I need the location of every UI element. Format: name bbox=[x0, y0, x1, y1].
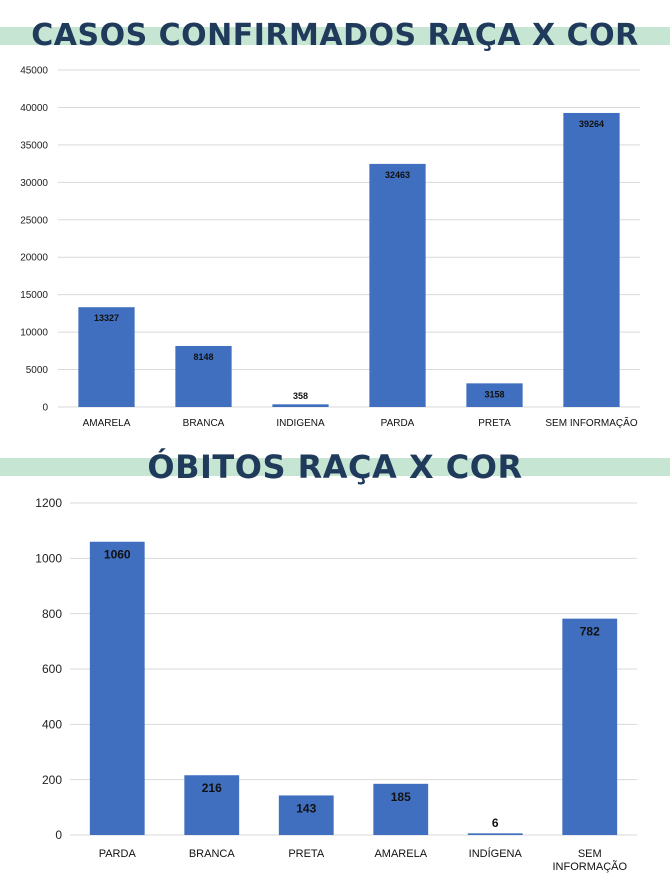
data-label: 782 bbox=[580, 625, 600, 639]
data-label: 216 bbox=[202, 781, 222, 795]
y-tick-label: 0 bbox=[42, 403, 48, 414]
data-label: 8148 bbox=[193, 352, 213, 362]
bar bbox=[175, 345, 232, 407]
bar bbox=[466, 383, 523, 407]
bar bbox=[369, 163, 426, 407]
bar bbox=[272, 404, 329, 407]
y-tick-label: 25000 bbox=[20, 215, 48, 226]
data-label: 39264 bbox=[579, 119, 604, 129]
bar bbox=[78, 307, 135, 407]
x-tick-label: PRETA bbox=[478, 418, 511, 429]
bar bbox=[278, 795, 334, 835]
chart-title-casos: CASOS CONFIRMADOS RAÇA X COR bbox=[31, 18, 639, 53]
y-tick-label: 35000 bbox=[20, 140, 48, 151]
x-tick-label: PARDA bbox=[381, 418, 415, 429]
x-tick-label: AMARELA bbox=[374, 848, 427, 860]
x-tick-label: BRANCA bbox=[189, 848, 236, 860]
data-label: 358 bbox=[293, 391, 308, 401]
x-tick-label: PARDA bbox=[99, 848, 137, 860]
bar bbox=[184, 775, 240, 835]
x-tick-label: PRETA bbox=[288, 848, 325, 860]
bar bbox=[89, 541, 145, 835]
x-tick-label: SEM INFORMAÇÃO bbox=[552, 848, 627, 873]
x-tick-label: SEM INFORMAÇÃO bbox=[545, 416, 637, 429]
x-tick-label: INDÍGENA bbox=[469, 847, 523, 860]
y-tick-label: 1200 bbox=[35, 496, 62, 510]
data-label: 143 bbox=[296, 801, 316, 815]
data-label: 1060 bbox=[104, 548, 131, 562]
x-tick-label: AMARELA bbox=[83, 418, 131, 429]
data-label: 3158 bbox=[484, 389, 504, 399]
bar bbox=[467, 833, 523, 835]
y-tick-label: 400 bbox=[42, 718, 62, 732]
x-tick-label: INDIGENA bbox=[276, 418, 325, 429]
data-label: 185 bbox=[391, 790, 411, 804]
title-band-casos bbox=[0, 27, 670, 45]
y-tick-label: 600 bbox=[42, 662, 62, 676]
y-tick-label: 30000 bbox=[20, 178, 48, 189]
title-band-obitos bbox=[0, 458, 670, 476]
y-tick-label: 15000 bbox=[20, 290, 48, 301]
data-label: 32463 bbox=[385, 170, 410, 180]
bar bbox=[373, 783, 429, 835]
x-tick-label: BRANCA bbox=[183, 418, 225, 429]
bar bbox=[562, 618, 618, 835]
bar bbox=[563, 112, 620, 407]
data-label: 13327 bbox=[94, 313, 119, 323]
y-tick-label: 45000 bbox=[20, 66, 48, 77]
y-tick-label: 200 bbox=[42, 773, 62, 787]
y-tick-label: 1000 bbox=[35, 552, 62, 566]
y-tick-label: 800 bbox=[42, 607, 62, 621]
y-tick-label: 40000 bbox=[20, 103, 48, 114]
chart-title-obitos: ÓBITOS RAÇA X COR bbox=[147, 448, 523, 486]
obitos-chart: 0 200 400 600 800 1000 1200 1060 PARDA 216 BRANCA 1… bbox=[35, 496, 637, 873]
casos-chart: 0 5000 10000 15000 20000 25000 30000 35000 40000… bbox=[20, 66, 640, 429]
y-tick-label: 10000 bbox=[20, 328, 48, 339]
y-tick-label: 20000 bbox=[20, 253, 48, 264]
y-tick-label: 0 bbox=[55, 828, 62, 842]
data-label: 6 bbox=[492, 816, 499, 830]
y-tick-label: 5000 bbox=[26, 365, 49, 376]
